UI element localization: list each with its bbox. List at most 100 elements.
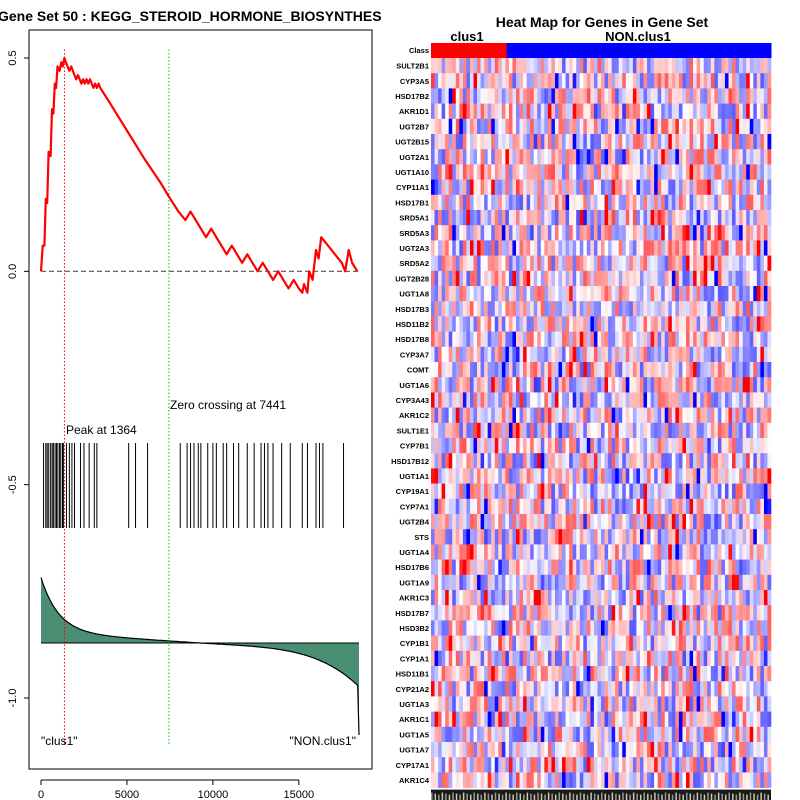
heatmap-cell bbox=[484, 605, 488, 621]
heatmap-cell bbox=[668, 407, 673, 424]
heatmap-cell bbox=[739, 255, 743, 272]
heatmap-cell bbox=[523, 681, 527, 697]
heatmap-cell bbox=[562, 681, 566, 697]
heatmap-cell bbox=[551, 392, 556, 408]
heatmap-cell bbox=[537, 164, 542, 180]
heatmap-cell bbox=[576, 681, 581, 697]
heatmap-cell bbox=[622, 453, 627, 469]
heatmap-cell bbox=[554, 635, 559, 652]
heatmap-cell bbox=[625, 468, 630, 484]
heatmap-cell bbox=[604, 757, 609, 773]
heatmap-cell bbox=[576, 377, 581, 393]
heatmap-cell bbox=[494, 772, 499, 788]
heatmap-cell bbox=[593, 498, 598, 515]
heatmap-cell bbox=[763, 255, 768, 272]
heatmap-cell bbox=[654, 574, 658, 591]
heatmap-cell bbox=[455, 240, 460, 256]
heatmap-cell bbox=[487, 103, 492, 120]
heatmap-title: Heat Map for Genes in Gene Set bbox=[496, 14, 709, 30]
heatmap-cell bbox=[466, 225, 471, 241]
heatmap-cell bbox=[590, 346, 595, 363]
heatmap-cell bbox=[696, 620, 701, 636]
heatmap-cell bbox=[526, 711, 531, 728]
heatmap-cell bbox=[760, 514, 765, 530]
heatmap-cell bbox=[703, 544, 708, 560]
heatmap-cell bbox=[639, 164, 644, 180]
heatmap-cell bbox=[767, 392, 772, 408]
heatmap-cell bbox=[551, 255, 556, 272]
heatmap-cell bbox=[682, 666, 687, 682]
heatmap-cell bbox=[664, 590, 669, 606]
heatmap-cell bbox=[647, 316, 651, 332]
heatmap-cell bbox=[544, 73, 549, 89]
heatmap-cell bbox=[710, 58, 715, 74]
heatmap-cell bbox=[455, 635, 460, 652]
heatmap-cell bbox=[445, 422, 450, 439]
heatmap-cell bbox=[643, 164, 648, 180]
heatmap-cell bbox=[537, 514, 542, 530]
heatmap-cell bbox=[526, 696, 531, 712]
heatmap-cell bbox=[629, 225, 634, 241]
heatmap-cell bbox=[742, 605, 747, 621]
heatmap-cell bbox=[703, 468, 708, 484]
heatmap-cell bbox=[693, 635, 697, 652]
heatmap-cell bbox=[611, 559, 616, 576]
heatmap-cell bbox=[579, 696, 584, 712]
heatmap-cell bbox=[629, 149, 634, 165]
heatmap-cell bbox=[615, 270, 620, 287]
heatmap-cell bbox=[569, 453, 573, 469]
heatmap-cell bbox=[654, 103, 658, 120]
heatmap-cell bbox=[675, 620, 680, 636]
heatmap-cell bbox=[664, 514, 669, 530]
heatmap-cell bbox=[604, 635, 609, 652]
heatmap-cell bbox=[721, 666, 726, 682]
heatmap-cell bbox=[547, 666, 552, 682]
heatmap-cell bbox=[661, 331, 666, 348]
heatmap-cell bbox=[742, 164, 747, 180]
heatmap-cell bbox=[445, 559, 450, 576]
heatmap-cell bbox=[516, 316, 520, 332]
heatmap-cell bbox=[554, 422, 559, 439]
heatmap-cell bbox=[544, 58, 549, 74]
heatmap-cell bbox=[590, 316, 595, 332]
heatmap-cell bbox=[477, 742, 481, 758]
heatmap-cell bbox=[696, 58, 701, 74]
heatmap-cell bbox=[753, 438, 758, 454]
heatmap-cell bbox=[639, 301, 644, 317]
heatmap-cell bbox=[724, 757, 729, 773]
heatmap-cell bbox=[452, 134, 457, 150]
heatmap-row bbox=[431, 468, 772, 484]
heatmap-cell bbox=[441, 58, 446, 74]
heatmap-cell bbox=[650, 210, 655, 226]
heatmap-cell bbox=[583, 194, 588, 211]
heatmap-cell bbox=[604, 772, 609, 788]
gene-label: UGT1A4 bbox=[399, 548, 429, 557]
heatmap-cell bbox=[668, 742, 673, 758]
heatmap-cell bbox=[466, 422, 471, 439]
heatmap-cell bbox=[455, 757, 460, 773]
heatmap-cell bbox=[601, 103, 605, 120]
heatmap-cell bbox=[501, 316, 506, 332]
heatmap-cell bbox=[721, 134, 726, 150]
heatmap-cell bbox=[586, 103, 591, 120]
heatmap-cell bbox=[671, 666, 676, 682]
heatmap-cell bbox=[597, 711, 602, 728]
heatmap-cell bbox=[544, 88, 549, 104]
heatmap-cell bbox=[583, 757, 588, 773]
heatmap-cell bbox=[686, 316, 690, 332]
heatmap-cell bbox=[749, 179, 754, 196]
heatmap-cell bbox=[721, 88, 726, 104]
heatmap-cell bbox=[696, 255, 701, 272]
heatmap-cell bbox=[728, 225, 733, 241]
heatmap-cell bbox=[593, 742, 598, 758]
heatmap-cell bbox=[498, 149, 503, 165]
heatmap-cell bbox=[735, 377, 740, 393]
heatmap-cell bbox=[569, 88, 573, 104]
heatmap-cell bbox=[664, 650, 669, 667]
enrichment-curve-line bbox=[39, 56, 359, 294]
heatmap-cell bbox=[622, 316, 627, 332]
heatmap-cell bbox=[682, 620, 687, 636]
heatmap-cell bbox=[523, 544, 527, 560]
heatmap-cell bbox=[636, 514, 641, 530]
heatmap-cell bbox=[431, 88, 435, 104]
